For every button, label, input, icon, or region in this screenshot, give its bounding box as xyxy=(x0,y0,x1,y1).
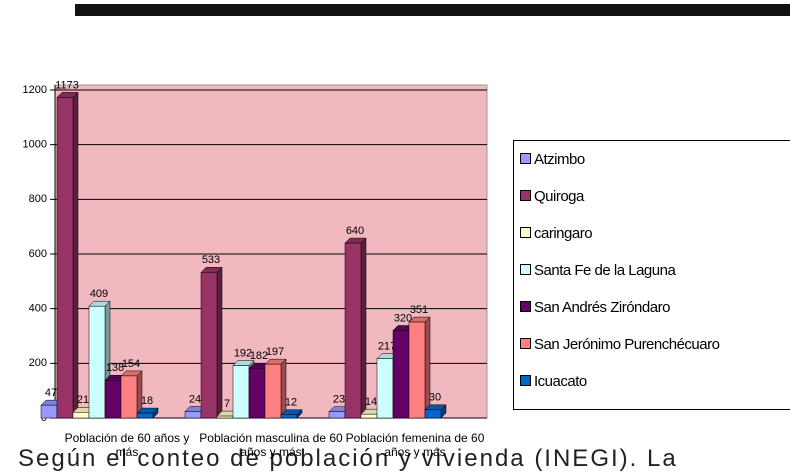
bar xyxy=(376,358,394,419)
legend-item: Atzimbo xyxy=(520,151,585,168)
y-tick-label: 200 xyxy=(29,357,47,369)
x-tick-label: Población femenina de 60 años y más xyxy=(345,431,485,459)
x-tick-label: Población masculina de 60 años y más xyxy=(199,431,343,459)
value-label: 1173 xyxy=(55,79,79,91)
bar-side xyxy=(72,91,79,419)
legend-swatch xyxy=(520,301,531,312)
value-label: 21 xyxy=(77,394,89,406)
legend-item: caringaro xyxy=(520,225,593,242)
legend-swatch xyxy=(520,338,531,349)
bar xyxy=(344,242,362,419)
legend-item: Icuacato xyxy=(520,373,587,390)
bar xyxy=(424,409,442,419)
bar xyxy=(392,330,410,419)
value-label: 640 xyxy=(346,225,364,237)
bar xyxy=(40,404,58,419)
value-label: 533 xyxy=(202,254,220,266)
legend-label: San Jerónimo Purenchécuaro xyxy=(534,336,720,353)
bar xyxy=(280,414,298,419)
legend-swatch xyxy=(520,227,531,238)
value-label: 351 xyxy=(410,304,428,316)
bar xyxy=(232,365,250,419)
legend-label: Santa Fe de la Laguna xyxy=(534,262,676,279)
top-bar xyxy=(75,4,790,16)
value-label: 7 xyxy=(224,398,230,410)
bar xyxy=(136,412,154,419)
value-label: 18 xyxy=(141,395,153,407)
x-tick-label: Población de 60 años y más xyxy=(64,431,190,459)
value-label: 182 xyxy=(250,350,268,362)
value-label: 409 xyxy=(90,288,108,300)
legend-item: Santa Fe de la Laguna xyxy=(520,262,676,279)
value-label: 154 xyxy=(122,358,140,370)
bar xyxy=(328,411,346,419)
legend: Atzimbo Quiroga caringaro Santa Fe de la La… xyxy=(513,140,790,410)
bar xyxy=(88,305,106,419)
legend-label: Atzimbo xyxy=(534,151,585,168)
bar xyxy=(120,375,138,419)
value-label: 197 xyxy=(266,346,284,358)
value-label: 138 xyxy=(106,362,124,374)
legend-swatch xyxy=(520,264,531,275)
y-tick-label: 800 xyxy=(29,193,47,205)
bar xyxy=(184,411,202,419)
y-tick-label: 1200 xyxy=(23,84,47,96)
bar xyxy=(104,380,122,419)
value-label: 24 xyxy=(189,393,201,405)
bar-side xyxy=(216,266,223,419)
value-label: 192 xyxy=(234,347,252,359)
legend-item: San Jerónimo Purenchécuaro xyxy=(520,336,720,353)
y-tick-label: 600 xyxy=(29,248,47,260)
bar xyxy=(72,412,90,419)
legend-label: Quiroga xyxy=(534,188,584,205)
bar-side xyxy=(280,358,287,419)
legend-swatch xyxy=(520,375,531,386)
legend-label: Icuacato xyxy=(534,373,587,390)
value-label: 14 xyxy=(365,396,377,408)
bar xyxy=(216,415,234,419)
legend-swatch xyxy=(520,153,531,164)
value-label: 12 xyxy=(285,397,297,409)
bar xyxy=(248,368,266,419)
value-label: 217 xyxy=(378,341,396,353)
value-label: 47 xyxy=(45,387,57,399)
value-label: 30 xyxy=(429,392,441,404)
bar-side xyxy=(360,237,367,419)
value-label: 320 xyxy=(394,312,412,324)
bar xyxy=(56,97,74,419)
legend-label: caringaro xyxy=(534,225,593,242)
bar xyxy=(200,272,218,419)
bar xyxy=(408,321,426,419)
bar xyxy=(360,413,378,419)
legend-swatch xyxy=(520,190,531,201)
y-tick-label: 400 xyxy=(29,303,47,315)
legend-item: Quiroga xyxy=(520,188,584,205)
legend-item: San Andrés Ziróndaro xyxy=(520,299,670,316)
legend-label: San Andrés Ziróndaro xyxy=(534,299,670,316)
y-tick-label: 1000 xyxy=(23,139,47,151)
value-label: 23 xyxy=(333,394,345,406)
bar xyxy=(264,363,282,419)
body-text: Según el conteo de población y vivienda … xyxy=(18,445,678,472)
